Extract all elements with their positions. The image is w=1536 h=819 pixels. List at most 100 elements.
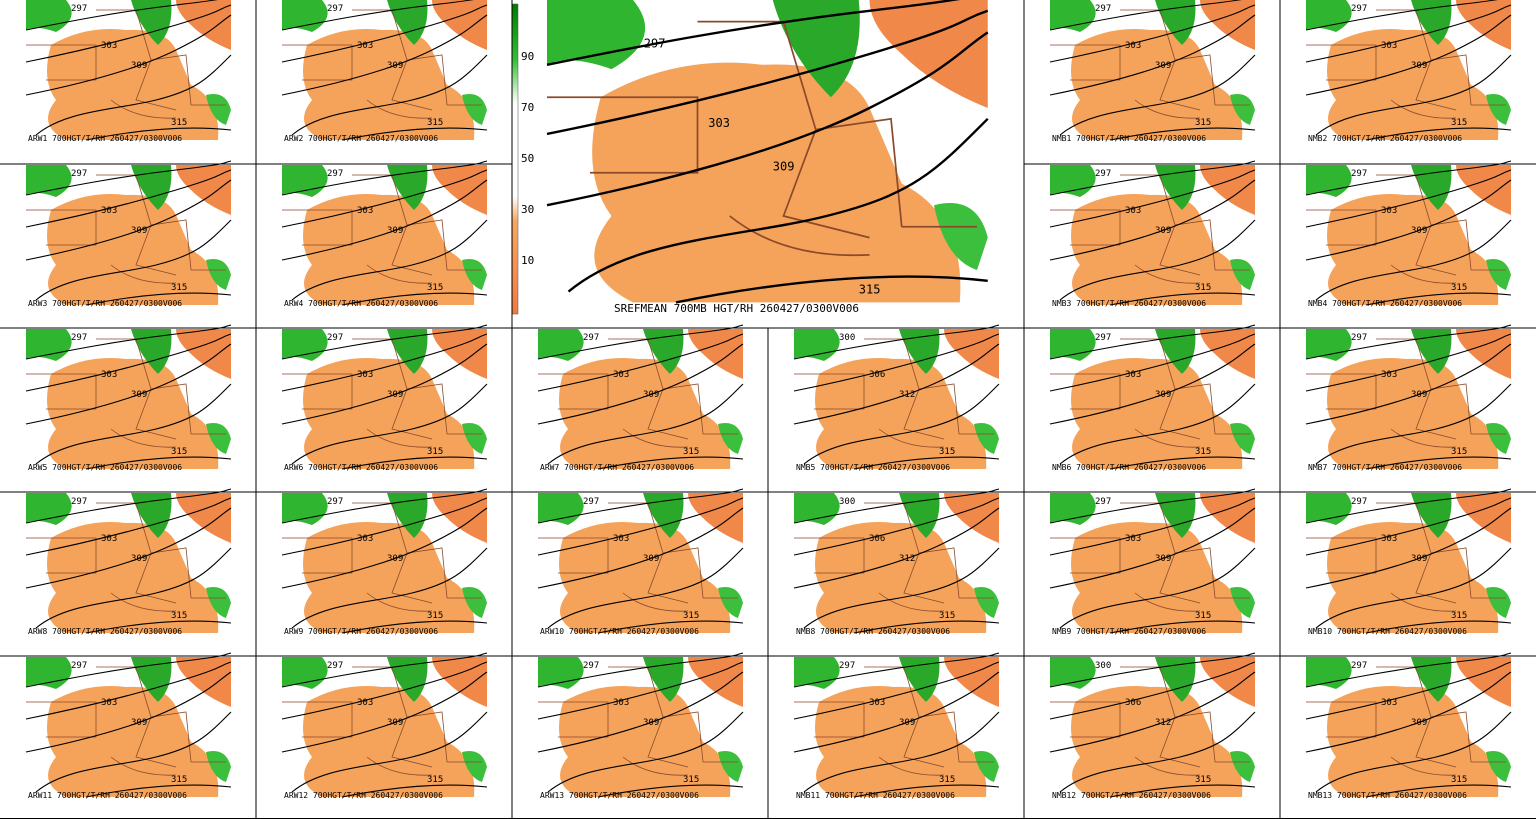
contour-label: 297	[1095, 169, 1111, 179]
panel-caption: NMB7 700HGT/T/RH 260427/0300V006	[1308, 463, 1462, 472]
contour-label: 309	[131, 718, 147, 728]
contour-label: 315	[683, 447, 699, 457]
panel-caption: ARW3 700HGT/T/RH 260427/0300V006	[28, 299, 182, 308]
contour-label: 309	[131, 390, 147, 400]
contour-label: 297	[644, 36, 666, 50]
contour-label: 312	[1155, 718, 1171, 728]
contour-label: 309	[1411, 61, 1427, 71]
panel-caption: NMB3 700HGT/T/RH 260427/0300V006	[1052, 299, 1206, 308]
contour-label: 297	[71, 661, 87, 671]
contour-label: 303	[101, 698, 117, 708]
contour-label: 309	[387, 718, 403, 728]
contour-label: 297	[1095, 497, 1111, 507]
contour-label: 300	[1095, 661, 1111, 671]
contour-label: 303	[357, 41, 373, 51]
panel-map: 297 303 309 315 NMB3 700HGT/T/RH 260427/0300…	[1049, 160, 1256, 308]
contour-label: 303	[101, 206, 117, 216]
contour-label: 297	[583, 497, 599, 507]
contour-label: 312	[899, 554, 915, 564]
contour-label: 315	[939, 611, 955, 621]
contour-label: 315	[1451, 611, 1467, 621]
contour-label: 315	[1195, 118, 1211, 128]
contour-label: 315	[683, 775, 699, 785]
contour-label: 303	[101, 41, 117, 51]
contour-label: 315	[1451, 775, 1467, 785]
panel-caption: ARW6 700HGT/T/RH 260427/0300V006	[284, 463, 438, 472]
contour-label: 297	[327, 169, 343, 179]
contour-label: 315	[1451, 447, 1467, 457]
contour-label: 297	[71, 169, 87, 179]
contour-label: 309	[131, 226, 147, 236]
contour-label: 297	[1351, 169, 1367, 179]
contour-label: 309	[1155, 390, 1171, 400]
contour-label: 303	[1125, 206, 1141, 216]
colorbar-tick-label: 70	[521, 101, 534, 114]
contour-label: 309	[1155, 554, 1171, 564]
contour-label: 297	[1095, 333, 1111, 343]
contour-label: 309	[1155, 226, 1171, 236]
panel-caption: ARW1 700HGT/T/RH 260427/0300V006	[28, 134, 182, 143]
panel-caption: NMB4 700HGT/T/RH 260427/0300V006	[1308, 299, 1462, 308]
contour-label: 297	[583, 661, 599, 671]
contour-label: 297	[1351, 497, 1367, 507]
panel-caption: NMB8 700HGT/T/RH 260427/0300V006	[796, 627, 950, 636]
contour-label: 297	[71, 333, 87, 343]
colorbar-tick-label: 50	[521, 152, 534, 165]
main-caption: SREFMEAN 700MB HGT/RH 260427/0300V006	[614, 302, 859, 315]
panel-caption: ARW11 700HGT/T/RH 260427/0300V006	[28, 791, 187, 800]
contour-label: 309	[773, 159, 795, 173]
contour-label: 309	[1411, 390, 1427, 400]
contour-label: 315	[171, 775, 187, 785]
contour-label: 303	[101, 534, 117, 544]
panel-map: 297 303 309 315 ARW8 700HGT/T/RH 260427/0300…	[25, 488, 232, 636]
panel-caption: NMB6 700HGT/T/RH 260427/0300V006	[1052, 463, 1206, 472]
contour-label: 312	[899, 390, 915, 400]
contour-label: 297	[839, 661, 855, 671]
panel-caption: NMB2 700HGT/T/RH 260427/0300V006	[1308, 134, 1462, 143]
contour-label: 315	[1195, 611, 1211, 621]
contour-label: 303	[1381, 206, 1397, 216]
contour-label: 315	[1451, 283, 1467, 293]
panel-map: 297 303 309 315 ARW2 700HGT/T/RH 260427/0300…	[281, 0, 488, 143]
panel-caption: ARW8 700HGT/T/RH 260427/0300V006	[28, 627, 182, 636]
contour-label: 297	[327, 4, 343, 14]
panel-map: 300 306 312 315 NMB5 700HGT/T/RH 260427/0300…	[793, 324, 1000, 472]
panel-map: 297 303 309 315 NMB13 700HGT/T/RH 260427/030…	[1305, 652, 1512, 800]
panel-caption: ARW12 700HGT/T/RH 260427/0300V006	[284, 791, 443, 800]
panel-map: 297 303 309 315 ARW5 700HGT/T/RH 260427/0300…	[25, 324, 232, 472]
panel-caption: NMB13 700HGT/T/RH 260427/0300V006	[1308, 791, 1467, 800]
contour-label: 303	[613, 370, 629, 380]
contour-label: 303	[1381, 534, 1397, 544]
contour-label: 303	[613, 534, 629, 544]
panel-caption: NMB10 700HGT/T/RH 260427/0300V006	[1308, 627, 1467, 636]
panel-caption: ARW9 700HGT/T/RH 260427/0300V006	[284, 627, 438, 636]
panel-caption: ARW13 700HGT/T/RH 260427/0300V006	[540, 791, 699, 800]
panel-caption: ARW2 700HGT/T/RH 260427/0300V006	[284, 134, 438, 143]
contour-label: 303	[869, 698, 885, 708]
contour-label: 309	[643, 718, 659, 728]
contour-label: 315	[939, 775, 955, 785]
contour-label: 309	[1155, 61, 1171, 71]
panel-caption: NMB5 700HGT/T/RH 260427/0300V006	[796, 463, 950, 472]
contour-label: 309	[131, 61, 147, 71]
panel-map: 297 303 309 315 NMB2 700HGT/T/RH 260427/0300…	[1305, 0, 1512, 143]
panel-map: 300 306 312 315 NMB8 700HGT/T/RH 260427/0300…	[793, 488, 1000, 636]
contour-label: 315	[427, 283, 443, 293]
panel-map: 297 303 309 315 ARW11 700HGT/T/RH 260427/030…	[25, 652, 232, 800]
contour-label: 303	[101, 370, 117, 380]
contour-label: 315	[1451, 118, 1467, 128]
panel-map: 297 303 309 315 NMB4 700HGT/T/RH 260427/0300…	[1305, 160, 1512, 308]
contour-label: 297	[71, 497, 87, 507]
contour-label: 303	[357, 370, 373, 380]
contour-label: 297	[327, 497, 343, 507]
contour-label: 309	[1411, 718, 1427, 728]
contour-label: 309	[643, 554, 659, 564]
contour-label: 315	[427, 775, 443, 785]
contour-label: 315	[171, 283, 187, 293]
colorbar-tick-label: 30	[521, 203, 534, 216]
panel-map: 297 303 309 315 ARW13 700HGT/T/RH 260427/030…	[537, 652, 744, 800]
contour-label: 306	[1125, 698, 1141, 708]
panel-caption: ARW4 700HGT/T/RH 260427/0300V006	[284, 299, 438, 308]
